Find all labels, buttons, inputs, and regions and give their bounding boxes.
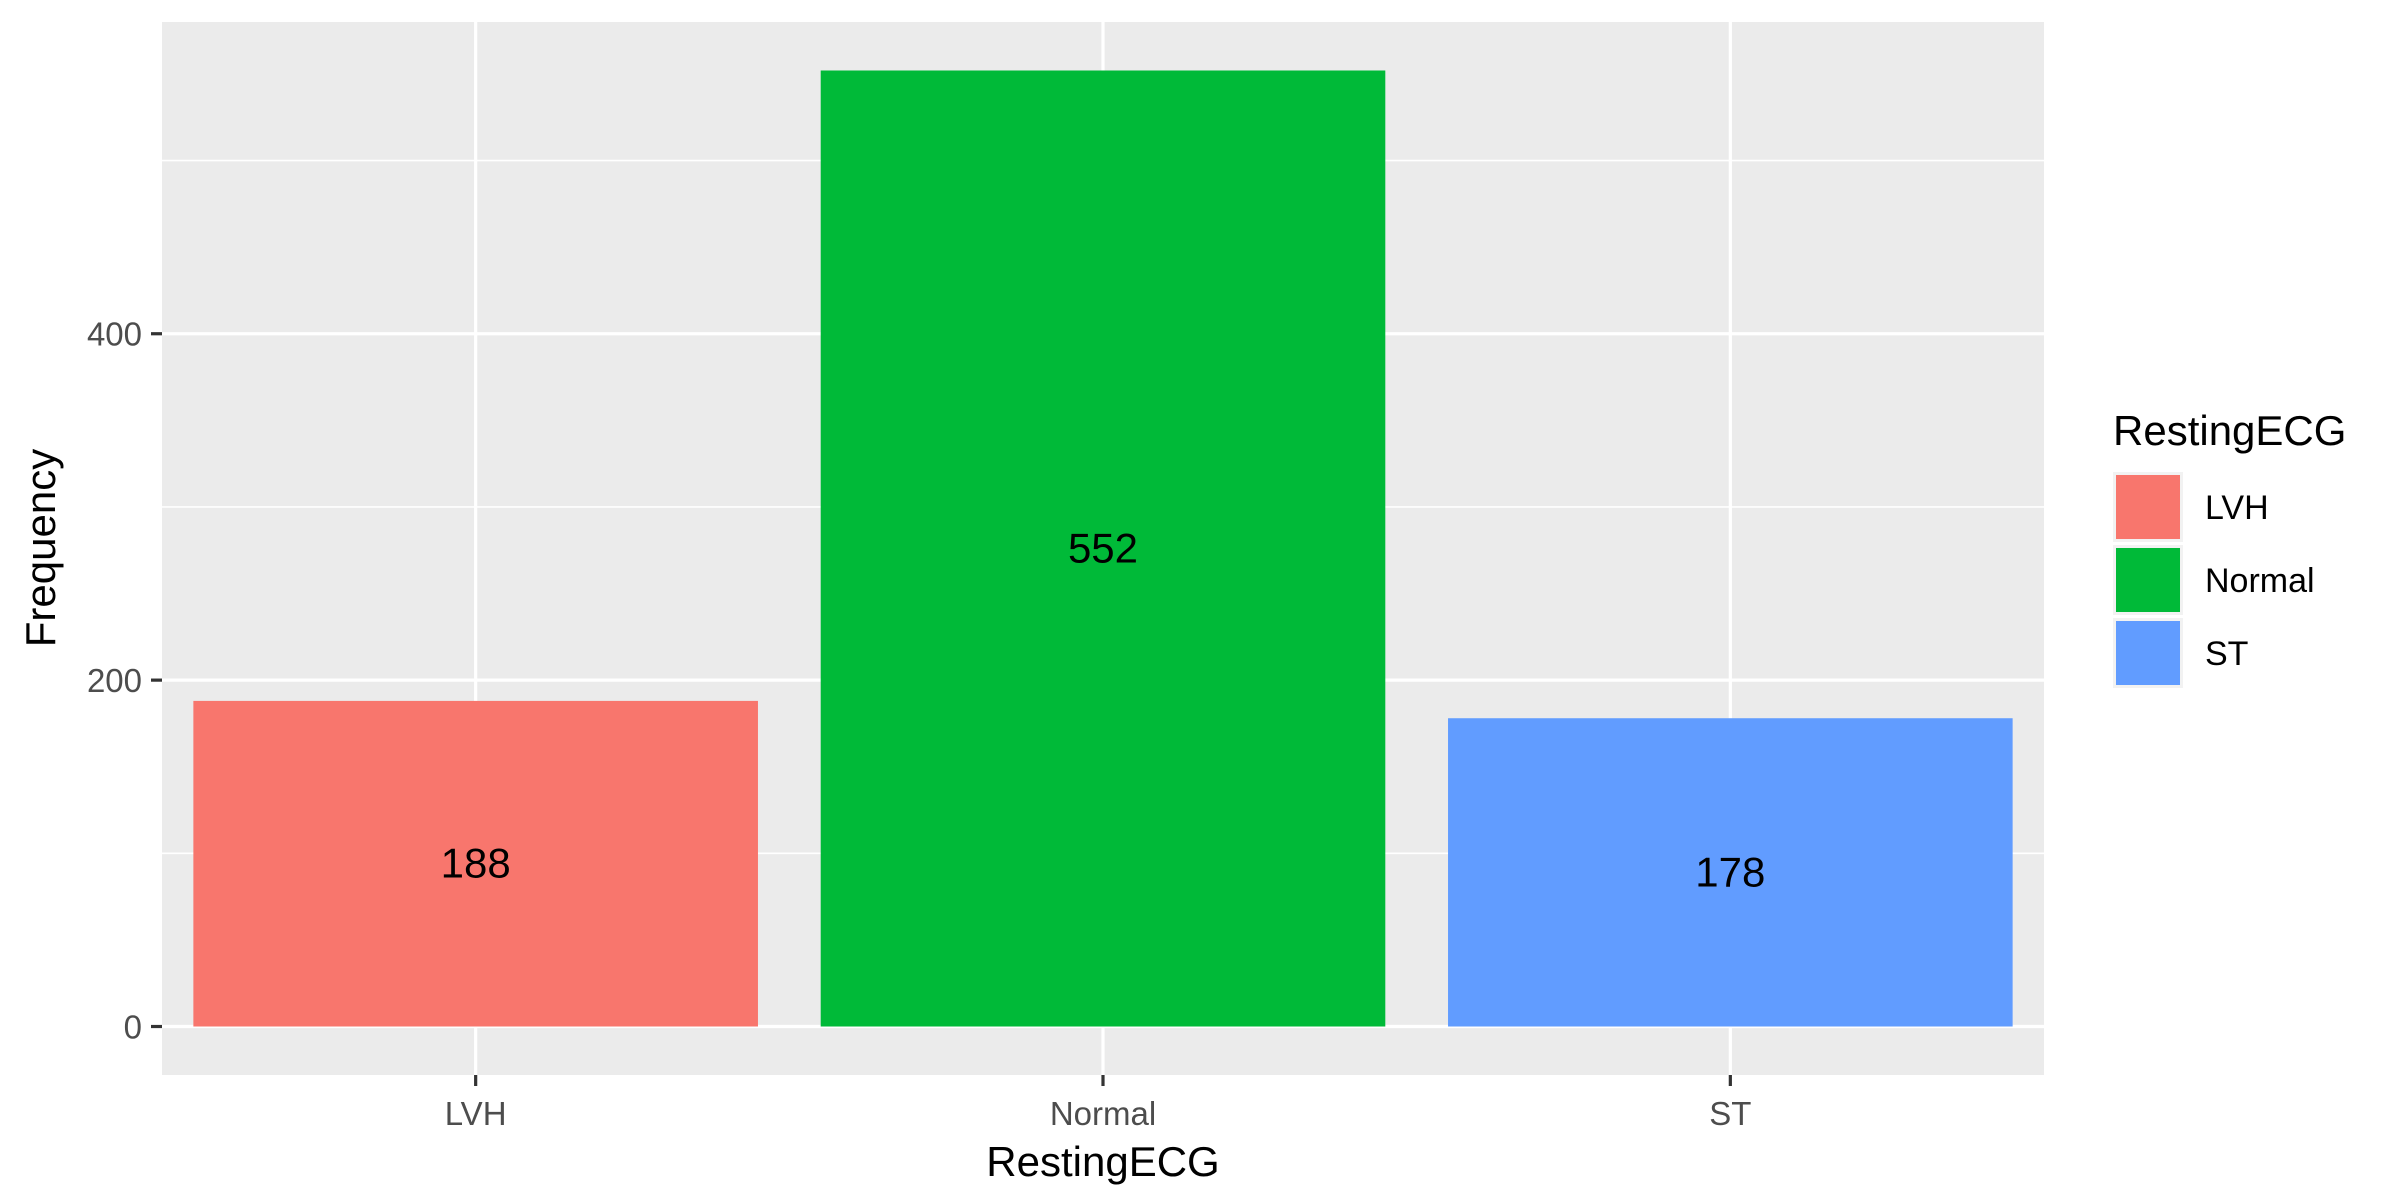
bar-labels: 188 552 178 — [441, 525, 1766, 896]
bar-value-label: 552 — [1068, 525, 1138, 572]
legend: RestingECG LVH Normal ST — [2113, 407, 2346, 688]
y-axis-title: Frequency — [17, 449, 64, 647]
x-axis: LVH Normal ST — [445, 1075, 1751, 1132]
y-tick-label: 0 — [124, 1009, 142, 1046]
legend-swatch-lvh — [2116, 475, 2180, 539]
x-tick-label: ST — [1709, 1095, 1751, 1132]
y-tick-label: 400 — [87, 316, 142, 353]
bar-st — [1448, 718, 2013, 1027]
legend-title: RestingECG — [2113, 407, 2346, 454]
bar-value-label: 188 — [441, 840, 511, 887]
legend-label: Normal — [2205, 562, 2315, 600]
legend-label: ST — [2205, 635, 2248, 673]
bar-lvh — [193, 700, 758, 1027]
y-tick-label: 200 — [87, 662, 142, 699]
bar-value-label: 178 — [1695, 848, 1765, 895]
legend-items: LVH Normal ST — [2113, 472, 2315, 688]
x-tick-label: LVH — [445, 1095, 507, 1132]
x-axis-title: RestingECG — [986, 1138, 1219, 1185]
legend-swatch-st — [2116, 621, 2180, 685]
y-axis: 0 200 400 — [87, 316, 162, 1046]
bar-normal — [820, 70, 1386, 1027]
legend-label: LVH — [2205, 489, 2269, 527]
x-tick-label: Normal — [1050, 1095, 1156, 1132]
legend-swatch-normal — [2116, 548, 2180, 612]
bars — [193, 70, 2013, 1027]
